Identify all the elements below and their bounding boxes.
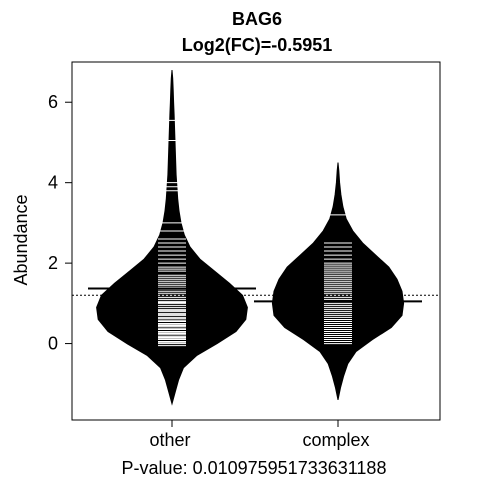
y-axis: 0 2 4 6 xyxy=(48,92,72,354)
x-axis-label: P-value: 0.010975951733631188 xyxy=(122,458,387,478)
chart-title: BAG6 xyxy=(232,9,282,29)
y-tick-label: 2 xyxy=(48,253,58,273)
x-axis: other complex xyxy=(149,420,370,450)
bean-groups xyxy=(88,69,422,406)
plot-frame xyxy=(71,61,441,421)
chart-subtitle: Log2(FC)=-0.5951 xyxy=(182,35,333,55)
bean-other xyxy=(88,69,256,406)
bean-density-shape xyxy=(96,69,248,406)
y-tick-label: 6 xyxy=(48,92,58,112)
y-tick-label: 0 xyxy=(48,334,58,354)
y-axis-label: Abundance xyxy=(11,194,31,285)
y-tick-label: 4 xyxy=(48,173,58,193)
x-tick-label: complex xyxy=(302,430,369,450)
bean-complex xyxy=(254,162,422,401)
x-tick-label: other xyxy=(149,430,190,450)
